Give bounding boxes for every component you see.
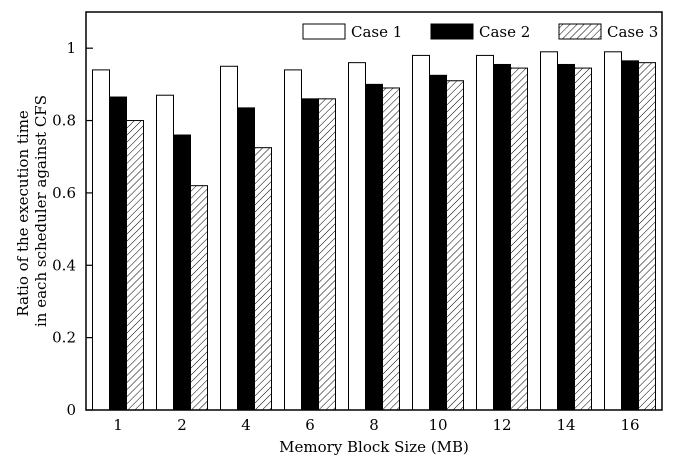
bar-case-3-4 — [254, 147, 272, 411]
bar-case-2-2 — [173, 134, 191, 411]
y-tick-label: 0.8 — [52, 112, 76, 130]
bar-case-2-6 — [301, 98, 319, 411]
bar-case-1-10 — [412, 54, 430, 411]
bar-case-1-6 — [284, 69, 302, 411]
x-tick-label: 10 — [428, 416, 447, 434]
bar-case-3-6 — [318, 98, 336, 411]
bar-case-1-14 — [540, 51, 558, 411]
y-axis-title: Ratio of the execution time in each sche… — [14, 95, 50, 327]
bar-case-2-10 — [429, 74, 447, 411]
bars-layer — [92, 51, 656, 411]
bar-case-1-16 — [604, 51, 622, 411]
x-tick-label: 1 — [113, 416, 123, 434]
y-tick-label: 0.4 — [52, 256, 76, 274]
bar-case-1-12 — [476, 54, 494, 411]
y-axis-title-line-1: Ratio of the execution time — [14, 110, 32, 316]
y-tick-label: 0.2 — [52, 329, 76, 347]
legend: Case 1 Case 2 Case 3 — [302, 23, 658, 41]
x-tick-label: 6 — [305, 416, 315, 434]
bar-case-3-1 — [126, 120, 144, 411]
x-axis-title: Memory Block Size (MB) — [279, 438, 469, 456]
legend-swatch-case-1 — [302, 23, 346, 40]
bar-case-1-4 — [220, 65, 238, 411]
y-axis-title-line-2: in each scheduler against CFS — [32, 95, 50, 327]
bar-case-2-14 — [557, 63, 575, 411]
bar-case-2-1 — [109, 96, 127, 411]
bar-case-3-14 — [574, 67, 592, 411]
bar-case-3-8 — [382, 87, 400, 411]
bar-case-2-8 — [365, 83, 383, 411]
legend-swatch-case-3 — [558, 23, 602, 40]
y-tick-label: 0.6 — [52, 184, 76, 202]
legend-swatch-case-2 — [430, 23, 474, 40]
legend-label-case-2: Case 2 — [479, 23, 530, 41]
bar-case-2-4 — [237, 107, 255, 411]
bar-case-1-8 — [348, 62, 366, 411]
x-tick-label: 8 — [369, 416, 379, 434]
bar-case-3-12 — [510, 67, 528, 411]
y-tick-label: 0 — [66, 401, 76, 419]
x-tick-label: 12 — [492, 416, 511, 434]
x-tick-label: 14 — [556, 416, 575, 434]
legend-label-case-1: Case 1 — [351, 23, 402, 41]
y-tick-label: 1 — [66, 39, 76, 57]
bar-case-1-1 — [92, 69, 110, 411]
bar-case-3-2 — [190, 185, 208, 411]
bar-case-1-2 — [156, 94, 174, 411]
bar-case-2-16 — [621, 60, 639, 411]
x-tick-label: 16 — [620, 416, 639, 434]
bar-case-2-12 — [493, 63, 511, 411]
bar-case-3-16 — [638, 62, 656, 411]
x-tick-label: 4 — [241, 416, 251, 434]
x-tick-label: 2 — [177, 416, 187, 434]
bar-case-3-10 — [446, 80, 464, 411]
legend-label-case-3: Case 3 — [607, 23, 658, 41]
